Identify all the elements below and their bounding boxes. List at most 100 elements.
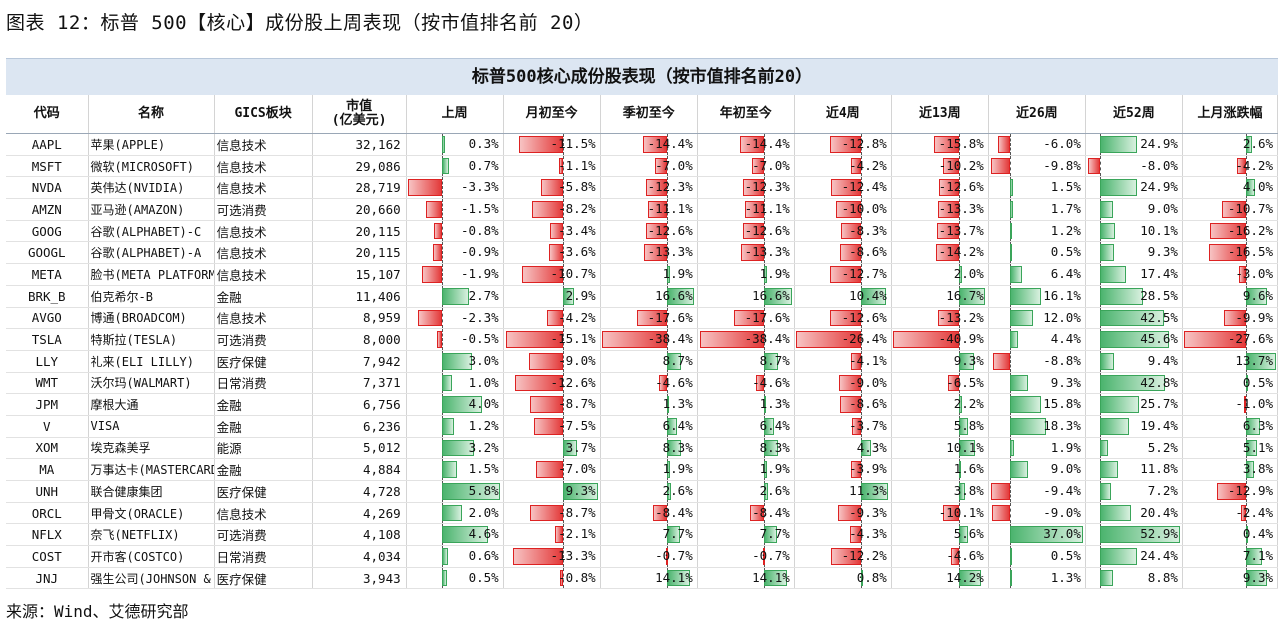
cell-perf: -11.1% — [697, 198, 795, 221]
bar-axis — [860, 350, 862, 372]
bar-axis — [860, 155, 862, 176]
perf-value: 11.8% — [1140, 461, 1178, 477]
bar-axis — [860, 307, 862, 328]
bar-axis — [860, 524, 862, 545]
perf-value: 2.2% — [953, 396, 984, 412]
perf-value: 2.0% — [953, 266, 984, 282]
column-header: 近13周 — [891, 95, 989, 134]
perf-value: -12.3% — [744, 179, 790, 195]
cell-perf: -3.9% — [794, 458, 892, 481]
data-bar — [992, 352, 1010, 370]
data-bar — [432, 244, 442, 262]
perf-value: -17.6% — [647, 309, 693, 325]
cell-cap: 4,728 — [312, 480, 407, 503]
cell-perf: -7.0% — [503, 458, 601, 481]
cell-perf: 1.3% — [988, 567, 1086, 590]
perf-value: 1.2% — [1050, 222, 1081, 238]
perf-value: -15.8% — [938, 136, 984, 151]
data-bar — [540, 179, 563, 197]
data-bar — [441, 504, 462, 522]
data-bar — [1099, 374, 1165, 392]
data-bar — [666, 396, 669, 413]
cell-name: 微软(MICROSOFT) — [88, 155, 215, 178]
cell-code: GOOG — [6, 220, 89, 243]
cell-perf: -38.4% — [697, 328, 795, 351]
data-bar — [529, 504, 563, 522]
perf-value: 8.8% — [1147, 569, 1178, 585]
perf-value: 1.0% — [468, 374, 499, 390]
perf-value: 20.4% — [1140, 504, 1178, 520]
perf-value: 9.0% — [1050, 461, 1081, 477]
cell-perf: -11.1% — [600, 198, 698, 221]
perf-value: 4.4% — [1050, 331, 1081, 347]
perf-value: -9.4% — [1043, 483, 1081, 498]
cell-code: AVGO — [6, 307, 89, 330]
cell-perf: 8.3% — [697, 437, 795, 460]
data-bar — [763, 396, 766, 413]
data-bar — [1222, 201, 1246, 218]
data-bar — [1217, 483, 1246, 500]
cell-code: GOOGL — [6, 241, 89, 265]
bar-axis — [562, 459, 564, 480]
bar-axis — [441, 199, 443, 220]
source-note: 来源：Wind、艾德研究部 — [6, 602, 189, 621]
cell-perf: 2.0% — [406, 502, 504, 525]
perf-value: -40.9% — [938, 331, 984, 347]
cell-perf: 24.9% — [1085, 133, 1183, 156]
perf-value: -12.9% — [1227, 483, 1273, 498]
cell-perf: -8.6% — [794, 393, 892, 416]
cell-perf: -8.7% — [503, 502, 601, 525]
cell-name: 伯克希尔-B — [88, 285, 215, 308]
cell-name: 甲骨文(ORACLE) — [88, 502, 215, 525]
cell-perf: 9.3% — [503, 480, 601, 503]
perf-value: 7.7% — [759, 526, 790, 542]
column-header: 上月涨跌幅 — [1182, 95, 1279, 134]
cell-perf: -12.6% — [600, 220, 698, 243]
perf-value: -3.6% — [558, 244, 596, 260]
data-bar — [648, 201, 667, 218]
cell-perf: -4.6% — [600, 372, 698, 395]
data-bar — [441, 483, 501, 500]
bar-axis — [1245, 307, 1247, 328]
cell-name: 沃尔玛(WALMART) — [88, 372, 215, 395]
perf-value: -1.9% — [461, 266, 499, 282]
data-bar — [763, 569, 788, 587]
data-bar — [1099, 396, 1139, 413]
cell-perf: 14.1% — [600, 567, 698, 590]
perf-value: 9.3% — [1050, 374, 1081, 390]
perf-value: -9.0% — [849, 374, 887, 390]
cell-sector: 可选消费 — [214, 198, 313, 221]
cell-perf: -8.2% — [503, 198, 601, 221]
data-bar — [763, 266, 767, 283]
cell-perf: -4.6% — [697, 372, 795, 395]
cell-perf: 1.2% — [406, 415, 504, 438]
table-row: MA 万事达卡(MASTERCARD) 金融 4,884 1.5% -7.0% 1.9% 1.… — [6, 458, 1279, 481]
bar-axis — [958, 502, 960, 523]
column-header: 近26周 — [988, 95, 1086, 134]
cell-name: 强生公司(JOHNSON & JOHNSON) — [88, 567, 215, 590]
perf-value: 9.3% — [1242, 569, 1273, 585]
bar-axis — [562, 394, 564, 415]
perf-value: -16.5% — [1227, 244, 1273, 260]
data-bar — [1245, 548, 1262, 565]
perf-value: 5.8% — [468, 483, 499, 498]
perf-value: 5.1% — [1242, 439, 1273, 455]
data-bar — [528, 352, 563, 370]
data-bar — [441, 417, 454, 435]
cell-perf: 9.6% — [1182, 285, 1279, 308]
cell-perf: 6.4% — [988, 263, 1086, 286]
cell-perf: 14.2% — [891, 567, 989, 590]
column-header: 上周 — [406, 95, 504, 134]
data-bar — [829, 266, 861, 283]
data-bar — [549, 222, 563, 240]
cell-perf: -10.7% — [503, 263, 601, 286]
perf-value: -5.8% — [558, 179, 596, 195]
data-bar — [937, 309, 959, 327]
bar-axis — [1009, 350, 1011, 372]
data-bar — [441, 374, 452, 392]
cell-perf: -12.4% — [794, 176, 892, 200]
perf-value: 0.5% — [1050, 548, 1081, 564]
data-bar — [1009, 526, 1083, 544]
bar-axis — [860, 415, 862, 437]
perf-value: -4.6% — [946, 548, 984, 564]
